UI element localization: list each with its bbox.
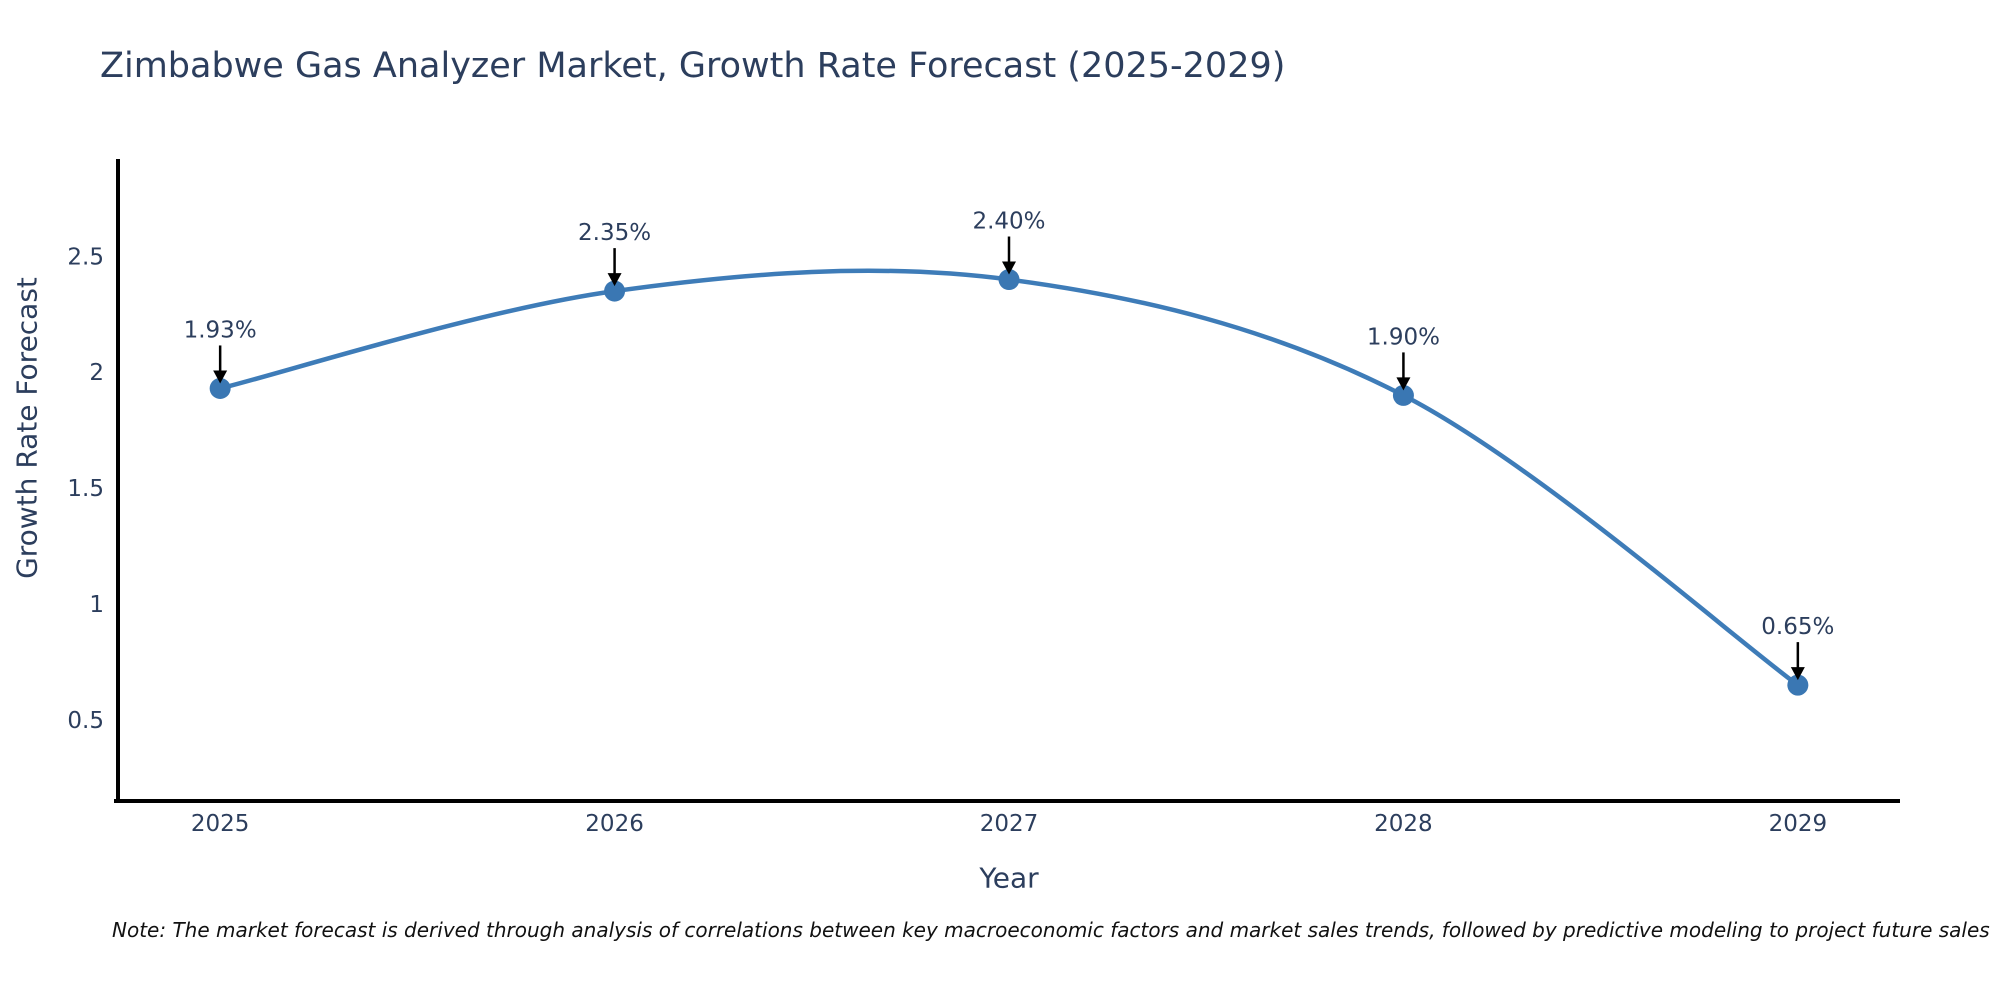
data-point-marker — [998, 269, 1020, 291]
data-point-label: 1.93% — [184, 317, 257, 343]
annotation-arrow-head — [1002, 261, 1016, 275]
x-tick-label: 2028 — [1374, 811, 1433, 837]
y-tick-label: 0.5 — [67, 708, 104, 734]
data-point-label: 0.65% — [1761, 614, 1834, 640]
data-point-marker — [209, 377, 231, 399]
data-point-label: 1.90% — [1367, 324, 1440, 350]
x-axis-title: Year — [979, 861, 1039, 895]
annotation-arrow-head — [213, 370, 228, 384]
data-point-marker — [1392, 384, 1414, 406]
annotation-arrow-head — [1396, 377, 1411, 391]
y-tick-label: 2 — [89, 360, 104, 386]
x-tick-label: 2026 — [585, 811, 644, 837]
x-tick-label: 2027 — [980, 811, 1039, 837]
data-point-label: 2.40% — [972, 209, 1045, 235]
y-tick-label: 1.5 — [67, 476, 104, 502]
trend-line — [217, 268, 1801, 688]
y-tick-label: 1 — [89, 592, 104, 618]
data-point-marker — [604, 280, 626, 302]
x-tick-label: 2029 — [1769, 811, 1828, 837]
y-tick-label: 2.5 — [67, 244, 104, 270]
chart-title: Zimbabwe Gas Analyzer Market, Growth Rat… — [100, 46, 1286, 86]
data-point-label: 2.35% — [578, 220, 651, 246]
data-point-marker — [1787, 674, 1809, 696]
footnote: Note: The market forecast is derived thr… — [112, 918, 1990, 942]
x-tick-label: 2025 — [191, 811, 250, 837]
annotation-arrow-head — [607, 273, 622, 287]
annotation-arrow-head — [1790, 667, 1805, 681]
